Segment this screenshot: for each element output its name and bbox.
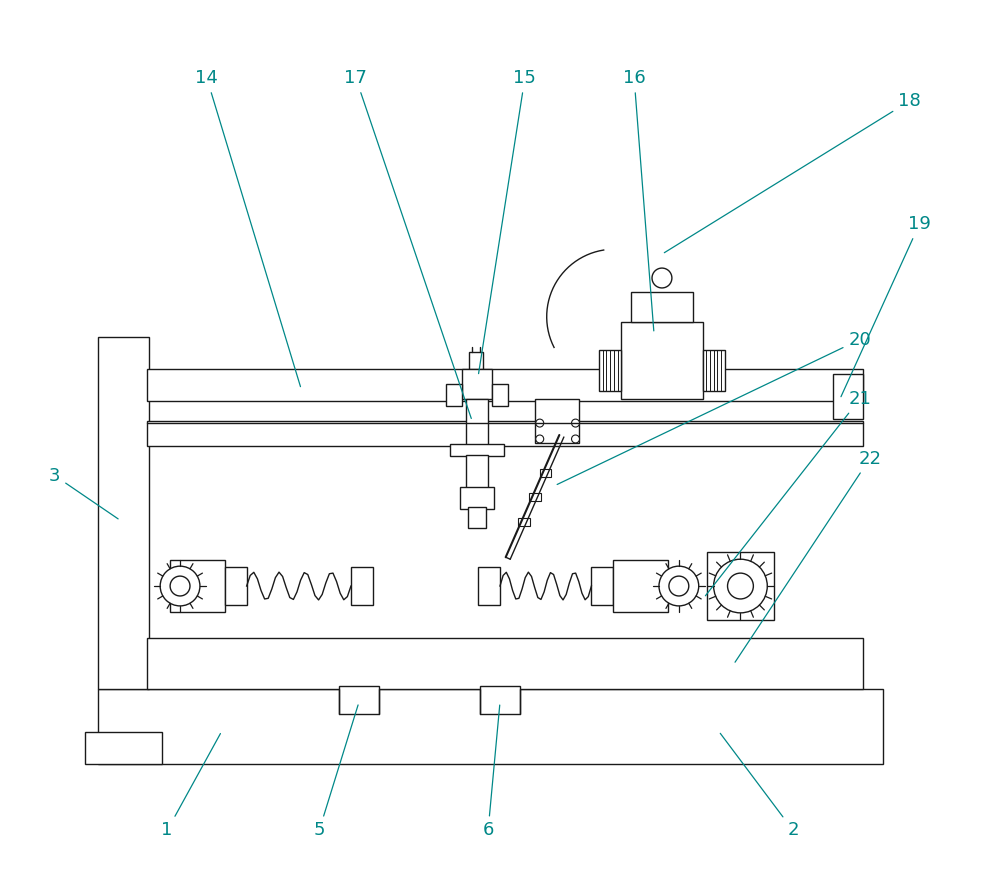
Circle shape — [170, 576, 190, 596]
Bar — [85, 733, 162, 764]
Bar — [535, 399, 579, 443]
Circle shape — [536, 419, 544, 427]
Bar — [478, 567, 500, 605]
Circle shape — [536, 435, 544, 443]
Bar — [351, 567, 373, 605]
Text: 22: 22 — [735, 449, 881, 662]
Bar — [480, 686, 520, 714]
Bar — [468, 507, 486, 529]
Bar — [703, 349, 725, 391]
Text: 19: 19 — [841, 215, 931, 396]
Bar — [469, 352, 483, 369]
Text: 20: 20 — [557, 331, 871, 484]
Bar — [492, 384, 508, 406]
Bar — [631, 292, 693, 321]
Circle shape — [160, 566, 200, 606]
Bar — [147, 638, 863, 689]
Bar — [621, 321, 703, 399]
Bar — [529, 493, 541, 501]
Bar — [450, 444, 504, 456]
Text: 16: 16 — [623, 70, 654, 331]
Circle shape — [714, 559, 767, 613]
Text: 6: 6 — [482, 705, 500, 840]
Bar — [446, 384, 462, 406]
Bar — [147, 421, 863, 446]
Bar — [540, 469, 551, 476]
Bar — [98, 336, 149, 689]
Text: 14: 14 — [195, 70, 300, 387]
Bar — [591, 567, 613, 605]
Text: 17: 17 — [344, 70, 471, 418]
Circle shape — [659, 566, 699, 606]
Circle shape — [572, 435, 579, 443]
Text: 18: 18 — [664, 92, 921, 253]
Circle shape — [669, 576, 689, 596]
Text: 2: 2 — [720, 733, 799, 840]
Bar — [466, 399, 488, 446]
Bar — [225, 567, 247, 605]
Bar — [339, 686, 379, 714]
Circle shape — [572, 419, 579, 427]
Bar — [833, 375, 863, 419]
Bar — [707, 552, 774, 620]
Bar — [147, 369, 863, 402]
Circle shape — [728, 573, 753, 599]
Text: 1: 1 — [161, 733, 220, 840]
Bar — [170, 560, 225, 611]
Bar — [599, 349, 621, 391]
Text: 3: 3 — [49, 467, 118, 519]
Text: 5: 5 — [313, 705, 358, 840]
Bar — [518, 517, 530, 525]
Circle shape — [652, 268, 672, 288]
Bar — [466, 455, 488, 489]
Bar — [460, 487, 494, 509]
Bar — [462, 369, 492, 399]
Bar — [613, 560, 668, 611]
Text: 15: 15 — [479, 70, 536, 374]
Bar — [98, 689, 883, 764]
Text: 21: 21 — [705, 390, 871, 596]
